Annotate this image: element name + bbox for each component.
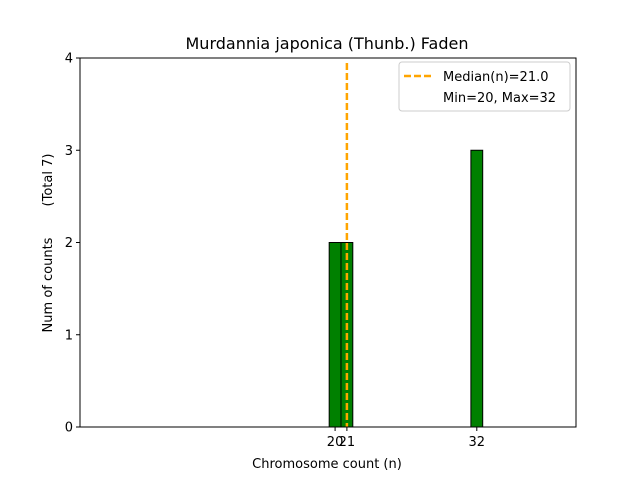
y-axis-label: Num of counts <box>41 237 56 332</box>
x-tick-label: 21 <box>339 435 356 450</box>
bars-layer <box>328 149 525 428</box>
x-tick-label: 32 <box>469 435 486 450</box>
chart-title: Murdannia japonica (Thunb.) Faden <box>186 34 469 53</box>
y-tick-label: 0 <box>65 421 73 436</box>
y-tick-label: 4 <box>65 52 73 67</box>
y-tick-label: 1 <box>65 328 73 343</box>
legend-range-label: Min=20, Max=32 <box>443 91 556 106</box>
legend-box <box>398 61 571 112</box>
y-axis-total-label: (Total 7) <box>41 154 56 207</box>
bar-32 <box>470 149 484 428</box>
y-tick-label: 3 <box>65 144 73 159</box>
legend: Median(n)=21.0 Min=20, Max=32 <box>398 61 571 112</box>
y-axis-ticks: 0 1 2 3 4 <box>65 52 80 436</box>
bar-20 <box>328 242 342 428</box>
legend-median-label: Median(n)=21.0 <box>443 70 549 85</box>
x-axis-label: Chromosome count (n) <box>252 457 402 472</box>
x-tick-label: 20 <box>327 435 344 450</box>
y-tick-label: 2 <box>65 236 73 251</box>
plot-frame <box>79 57 577 428</box>
